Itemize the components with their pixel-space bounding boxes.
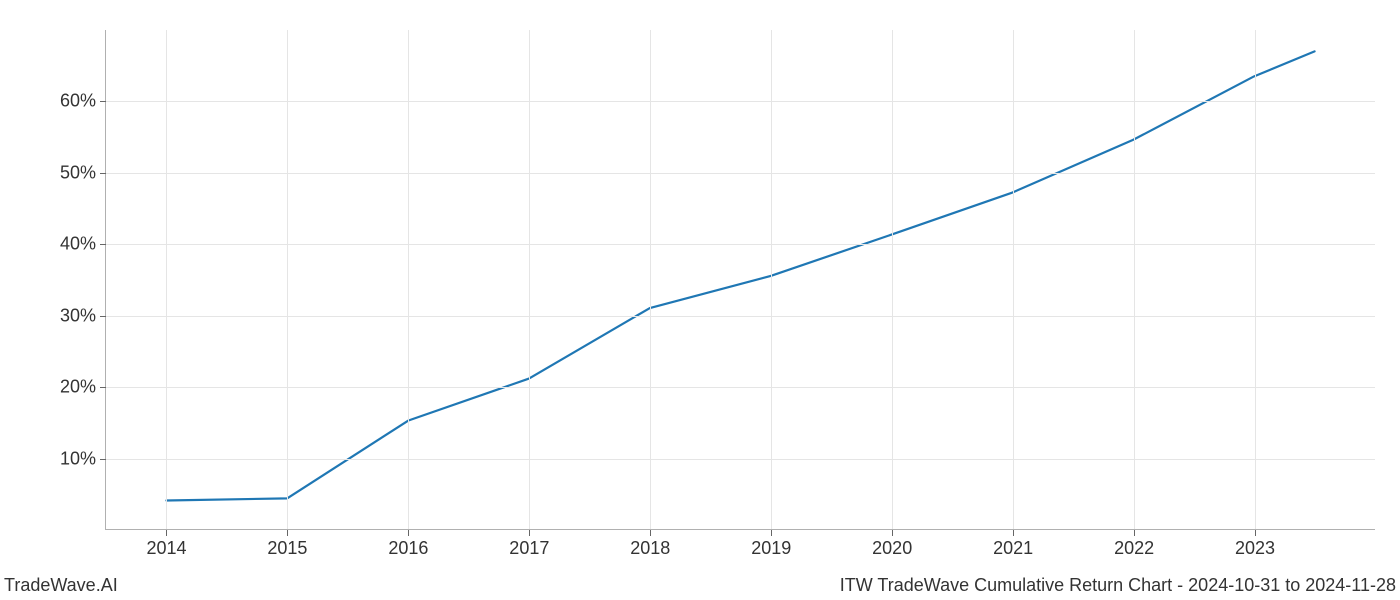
y-tick-label: 50%: [36, 162, 96, 183]
x-tick-label: 2018: [630, 538, 670, 559]
grid-line-horizontal: [106, 101, 1375, 102]
y-tick-mark: [100, 173, 106, 174]
grid-line-horizontal: [106, 316, 1375, 317]
return-line: [166, 51, 1314, 500]
footer-caption: ITW TradeWave Cumulative Return Chart - …: [840, 575, 1396, 596]
x-tick-label: 2019: [751, 538, 791, 559]
footer-brand: TradeWave.AI: [4, 575, 118, 596]
y-tick-label: 10%: [36, 448, 96, 469]
grid-line-vertical: [892, 30, 893, 529]
grid-line-vertical: [166, 30, 167, 529]
line-chart-svg: [106, 30, 1375, 529]
x-tick-label: 2021: [993, 538, 1033, 559]
x-tick-mark: [1013, 530, 1014, 536]
x-tick-mark: [1255, 530, 1256, 536]
x-tick-mark: [892, 530, 893, 536]
grid-line-vertical: [529, 30, 530, 529]
grid-line-vertical: [650, 30, 651, 529]
y-tick-mark: [100, 101, 106, 102]
grid-line-horizontal: [106, 244, 1375, 245]
x-tick-label: 2016: [388, 538, 428, 559]
x-tick-label: 2020: [872, 538, 912, 559]
x-tick-mark: [408, 530, 409, 536]
x-tick-mark: [771, 530, 772, 536]
grid-line-horizontal: [106, 459, 1375, 460]
x-tick-label: 2015: [267, 538, 307, 559]
grid-line-horizontal: [106, 173, 1375, 174]
x-tick-mark: [529, 530, 530, 536]
y-tick-mark: [100, 387, 106, 388]
y-tick-label: 30%: [36, 305, 96, 326]
x-tick-label: 2023: [1235, 538, 1275, 559]
grid-line-vertical: [1255, 30, 1256, 529]
y-tick-mark: [100, 244, 106, 245]
x-tick-label: 2017: [509, 538, 549, 559]
plot-area: 2014201520162017201820192020202120222023…: [105, 30, 1375, 530]
x-tick-label: 2014: [146, 538, 186, 559]
grid-line-vertical: [1013, 30, 1014, 529]
grid-line-horizontal: [106, 387, 1375, 388]
x-tick-mark: [287, 530, 288, 536]
x-tick-label: 2022: [1114, 538, 1154, 559]
grid-line-vertical: [408, 30, 409, 529]
y-tick-mark: [100, 316, 106, 317]
x-tick-mark: [650, 530, 651, 536]
grid-line-vertical: [287, 30, 288, 529]
y-tick-mark: [100, 459, 106, 460]
x-tick-mark: [166, 530, 167, 536]
grid-line-vertical: [771, 30, 772, 529]
y-tick-label: 60%: [36, 91, 96, 112]
y-tick-label: 20%: [36, 377, 96, 398]
y-tick-label: 40%: [36, 234, 96, 255]
x-tick-mark: [1134, 530, 1135, 536]
grid-line-vertical: [1134, 30, 1135, 529]
chart-container: 2014201520162017201820192020202120222023…: [105, 30, 1375, 530]
